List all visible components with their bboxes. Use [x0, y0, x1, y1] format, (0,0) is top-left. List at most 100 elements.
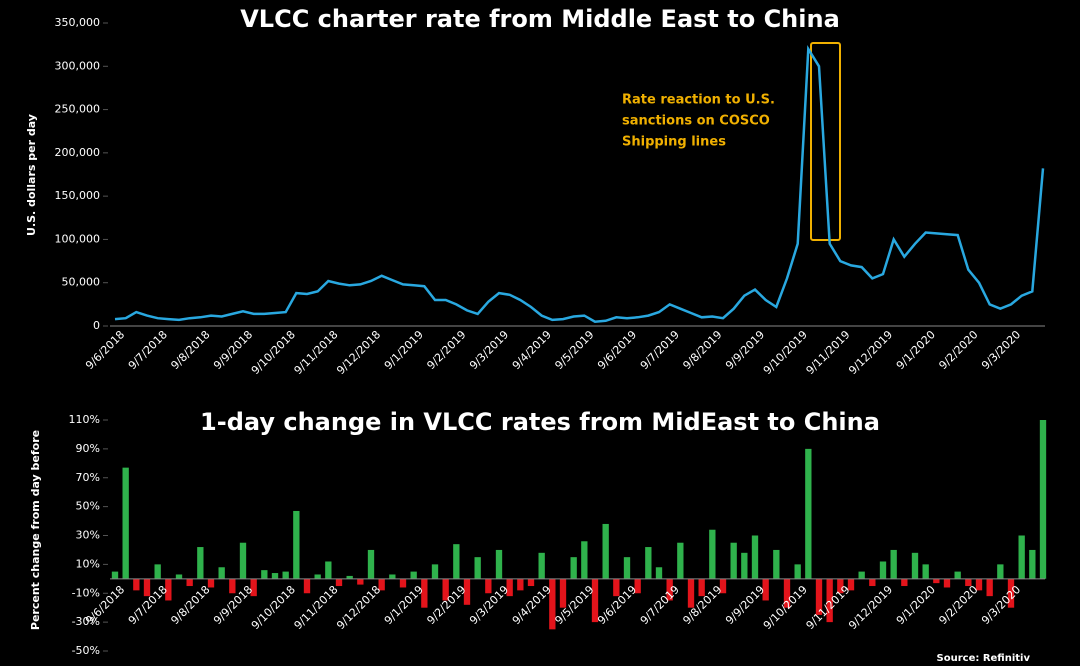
y-axis-label: Percent change from day before [29, 430, 42, 630]
bar [314, 574, 321, 579]
x-tick-label: 9/9/2019 [723, 583, 767, 627]
bar [943, 578, 951, 588]
chart-title: 1-day change in VLCC rates from MidEast … [200, 408, 880, 436]
source: Source: Refinitiv [937, 653, 1031, 664]
bar [207, 578, 215, 588]
bar [346, 575, 353, 579]
x-tick-label: 9/9/2018 [211, 328, 255, 372]
x-tick-label: 9/8/2018 [168, 583, 212, 627]
bar [741, 552, 748, 579]
bar [495, 549, 503, 579]
x-tick-label: 9/12/2019 [846, 583, 895, 632]
bar [730, 542, 737, 579]
bar [581, 541, 588, 579]
bar [879, 561, 887, 579]
y-tick-label: 100,000 [55, 232, 101, 245]
bar [293, 510, 300, 579]
annotation: Shipping lines [622, 135, 726, 150]
bar [837, 578, 844, 594]
y-tick-label: 0 [93, 319, 100, 332]
y-tick-label: 10% [76, 557, 100, 570]
bar [410, 571, 417, 579]
bar [709, 529, 716, 579]
bar [805, 448, 812, 579]
bar [1039, 420, 1047, 579]
bar [591, 578, 599, 623]
x-tick-label: 9/4/2019 [510, 583, 554, 627]
bar [517, 578, 524, 591]
x-tick-label: 9/1/2019 [382, 583, 426, 627]
bar [901, 578, 908, 587]
bar [463, 578, 471, 605]
bar [122, 467, 129, 579]
bar [229, 578, 236, 594]
y-tick-label: -10% [72, 586, 100, 599]
bar [538, 552, 545, 579]
y-axis-label: U.S. dollars per day [25, 114, 38, 236]
x-tick-label: 9/2/2020 [936, 583, 980, 627]
bar [133, 578, 140, 591]
bar [719, 578, 727, 594]
x-tick-label: 9/5/2019 [552, 583, 596, 627]
bar [986, 578, 993, 597]
y-tick-label: 70% [76, 471, 100, 484]
bar [645, 547, 652, 579]
bar [613, 578, 620, 597]
bar [698, 578, 705, 597]
bar [847, 578, 855, 591]
bar [1029, 549, 1036, 579]
bar [783, 578, 791, 608]
bar [954, 571, 961, 579]
bar [677, 542, 684, 579]
highlight-box [810, 42, 841, 241]
bar [485, 578, 492, 594]
bar [623, 557, 631, 579]
bar [890, 549, 897, 579]
bar [474, 557, 481, 579]
bar [1007, 578, 1015, 608]
y-tick-label: 150,000 [55, 189, 101, 202]
y-tick-label: 350,000 [55, 16, 101, 29]
bar [357, 578, 364, 585]
x-tick-label: 9/7/2019 [638, 583, 682, 627]
bar [197, 547, 204, 579]
bar [186, 578, 193, 587]
bar [378, 578, 385, 591]
x-tick-label: 9/12/2019 [846, 328, 895, 377]
bar [687, 578, 695, 608]
bar [965, 578, 972, 587]
bar [826, 578, 833, 623]
x-tick-label: 9/7/2018 [126, 328, 170, 372]
bar [165, 578, 172, 601]
y-tick-label: 300,000 [55, 59, 101, 72]
bar [997, 564, 1004, 579]
bar [815, 578, 823, 615]
bar [922, 564, 929, 579]
annotation: sanctions on COSCO [622, 114, 770, 129]
y-tick-label: 110% [69, 413, 100, 426]
bar [261, 570, 268, 579]
x-tick-label: 9/3/2020 [979, 328, 1023, 372]
y-tick-label: 90% [76, 442, 100, 455]
bar [271, 573, 279, 579]
y-tick-label: -30% [72, 615, 100, 628]
bar [869, 578, 876, 587]
bar [559, 578, 567, 608]
bar [1018, 535, 1025, 579]
x-tick-label: 9/11/2018 [291, 328, 340, 377]
x-tick-label: 9/10/2018 [249, 328, 298, 377]
y-tick-label: 250,000 [55, 103, 101, 116]
y-tick-label: 50% [76, 500, 100, 513]
x-tick-label: 9/11/2019 [803, 328, 852, 377]
x-tick-label: 9/12/2018 [334, 328, 383, 377]
x-tick-label: 9/11/2018 [291, 583, 340, 632]
bar [335, 578, 343, 587]
bar [911, 552, 919, 579]
bar [325, 561, 332, 579]
chart-title: VLCC charter rate from Middle East to Ch… [240, 5, 840, 33]
x-tick-label: 9/6/2018 [83, 328, 127, 372]
y-tick-label: 50,000 [62, 276, 101, 289]
bar [175, 574, 183, 579]
annotation: Rate reaction to U.S. [622, 93, 775, 108]
